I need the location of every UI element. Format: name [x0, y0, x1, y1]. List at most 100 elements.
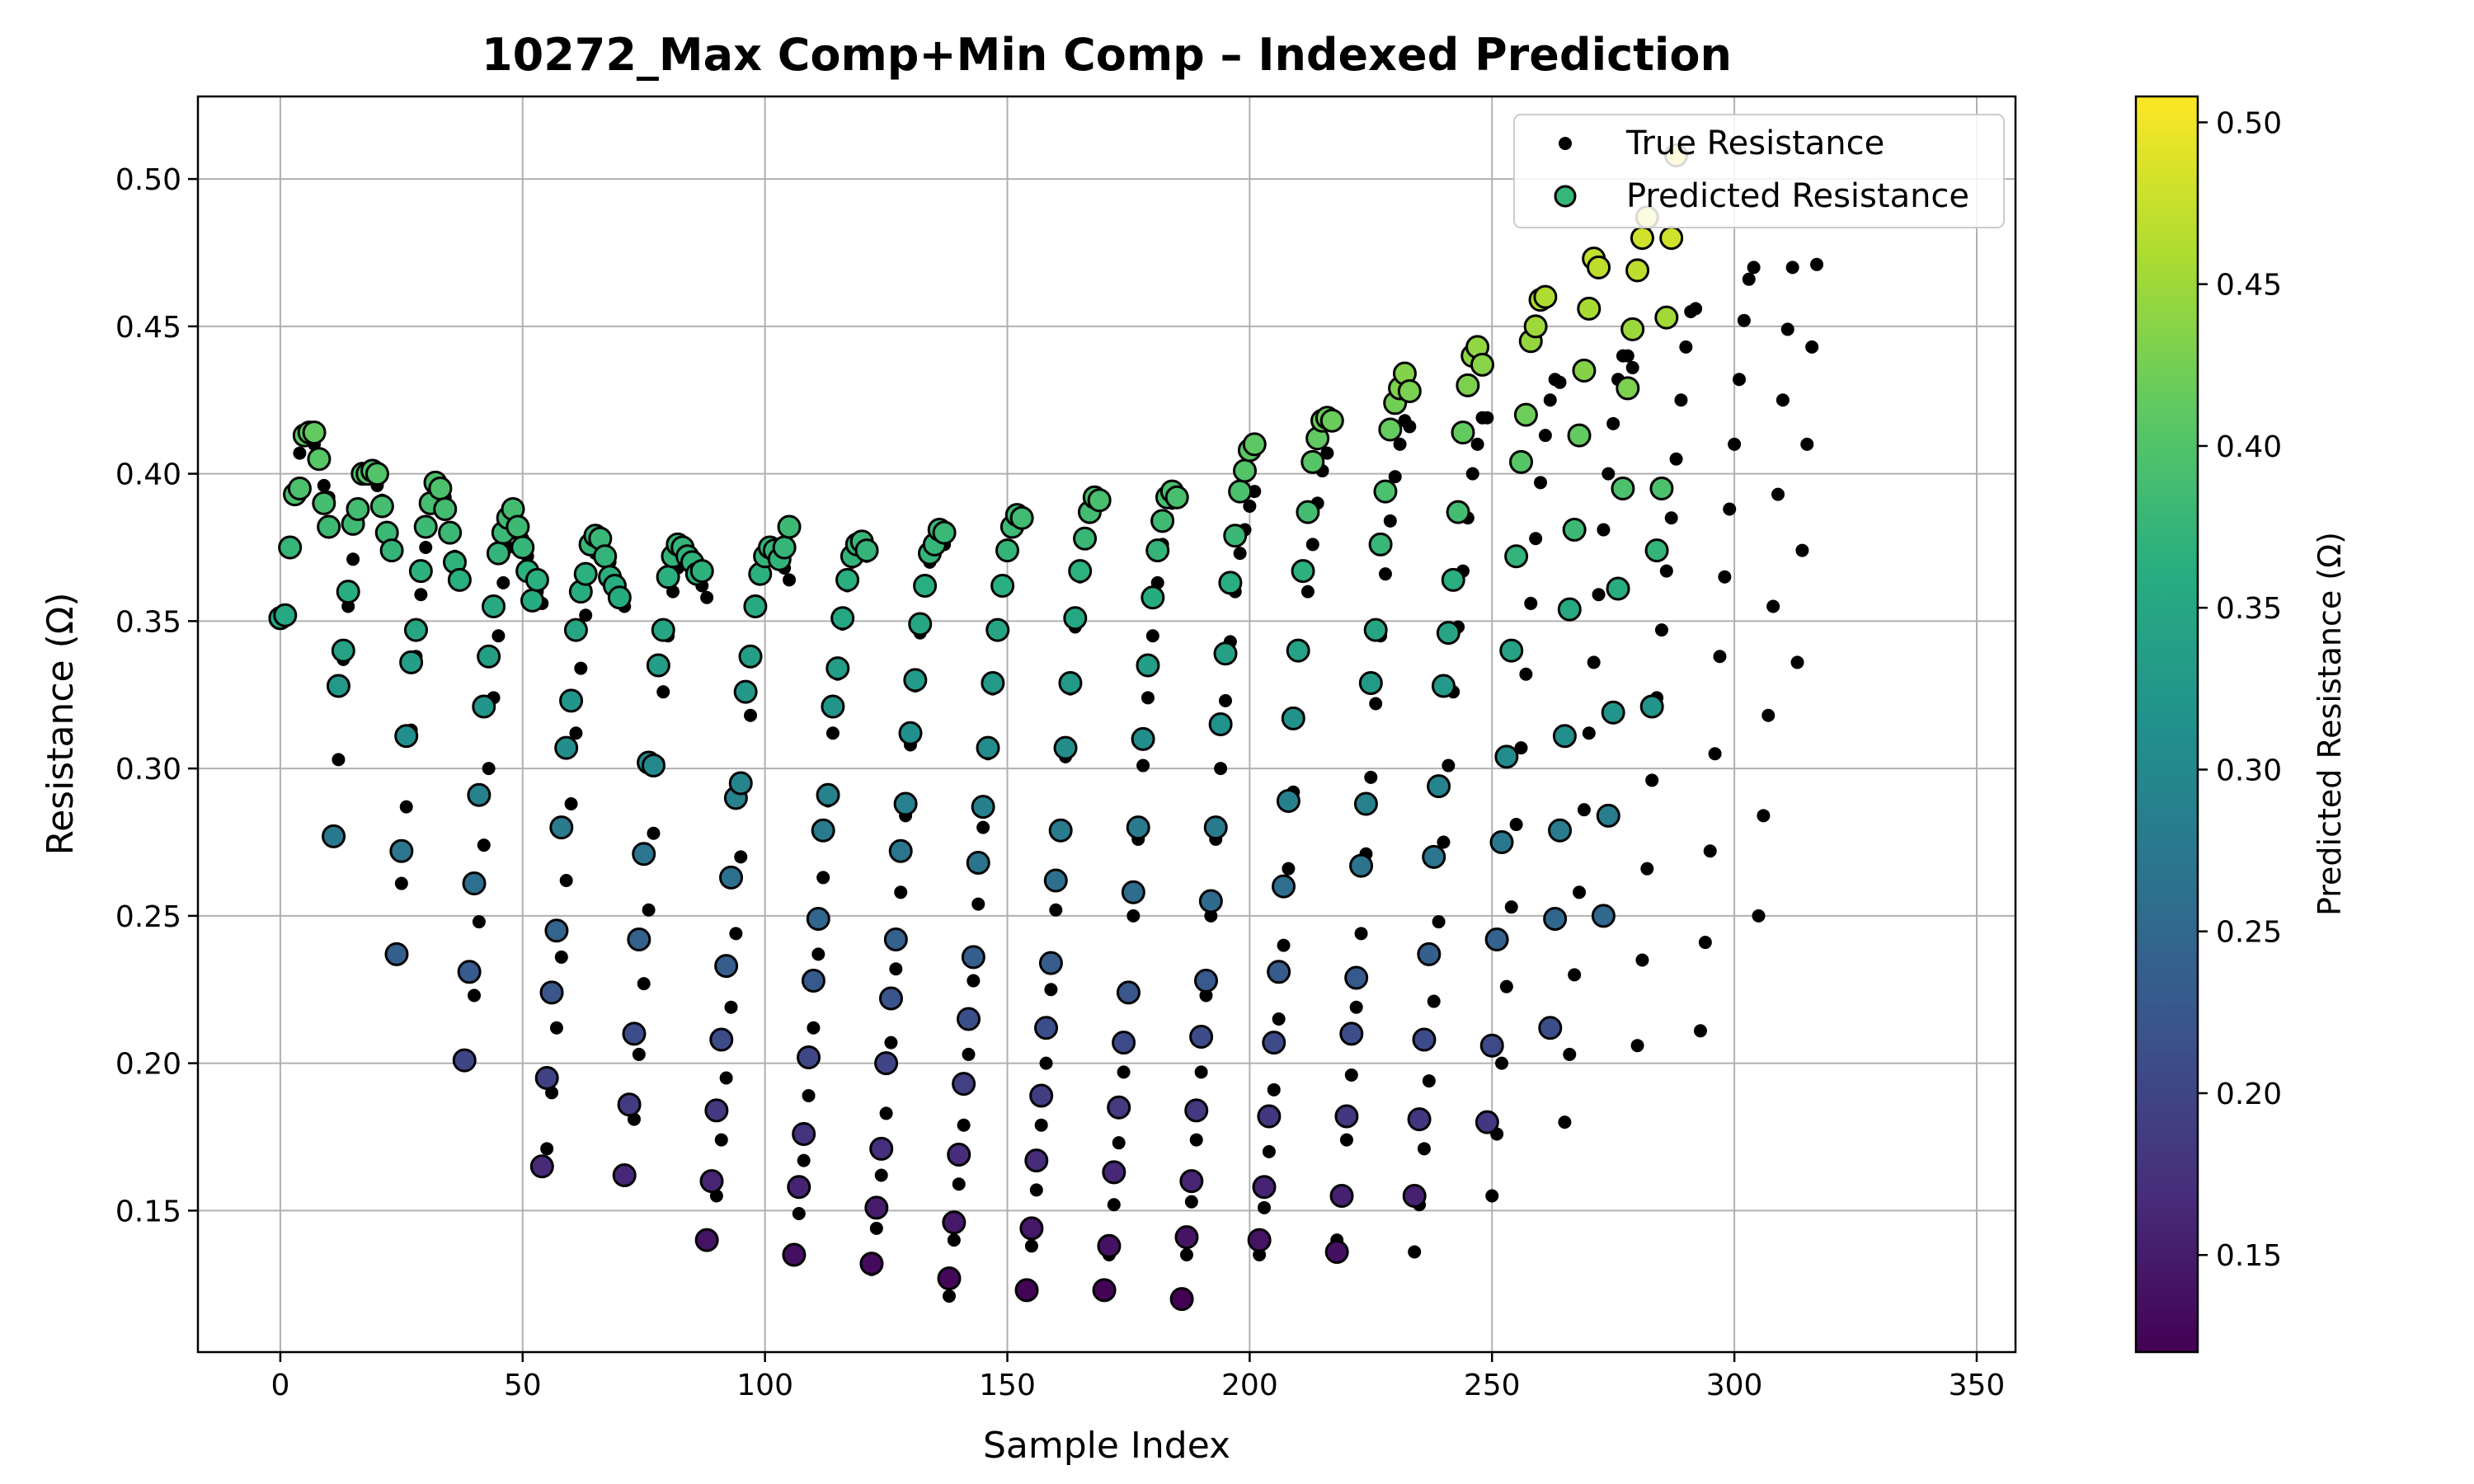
- true-resistance-point: [947, 1233, 961, 1247]
- true-resistance-point: [1761, 708, 1776, 722]
- true-resistance-point: [729, 927, 743, 941]
- predicted-resistance-point: [563, 618, 588, 642]
- predicted-resistance-point: [447, 567, 472, 592]
- predicted-resistance-point: [612, 1162, 637, 1187]
- predicted-resistance-point: [772, 535, 797, 560]
- predicted-resistance-point: [1587, 255, 1611, 279]
- predicted-resistance-point: [1242, 432, 1267, 457]
- predicted-resistance-point: [1131, 726, 1155, 751]
- true-resistance-point: [1320, 446, 1334, 460]
- true-resistance-point: [1383, 514, 1397, 528]
- predicted-resistance-point: [369, 494, 394, 519]
- predicted-resistance-point: [399, 650, 424, 674]
- true-resistance-point: [1723, 502, 1737, 516]
- predicted-resistance-point: [433, 497, 458, 522]
- predicted-resistance-point: [1368, 532, 1393, 556]
- true-resistance-point: [1752, 909, 1766, 923]
- true-resistance-point: [1718, 570, 1732, 584]
- predicted-resistance-point: [1543, 906, 1568, 931]
- predicted-resistance-point: [806, 906, 830, 931]
- predicted-resistance-point: [864, 1195, 889, 1220]
- true-resistance-point: [1553, 375, 1567, 389]
- true-resistance-point: [816, 871, 830, 885]
- predicted-resistance-point: [1548, 818, 1573, 843]
- y-tick-label: 0.45: [115, 311, 181, 345]
- predicted-resistance-point: [966, 851, 990, 876]
- true-resistance-point: [1354, 927, 1368, 941]
- predicted-resistance-point: [738, 644, 763, 669]
- true-resistance-point: [1577, 803, 1591, 817]
- predicted-resistance-point: [554, 735, 579, 760]
- legend-box: [1513, 114, 2005, 228]
- predicted-resistance-point: [1267, 960, 1291, 984]
- true-resistance-points: [273, 257, 1824, 1306]
- true-resistance-point: [1519, 667, 1533, 681]
- true-resistance-point: [559, 873, 573, 887]
- true-resistance-point: [1728, 437, 1742, 451]
- predicted-resistance-point: [694, 1228, 719, 1252]
- true-resistance-point: [492, 629, 506, 643]
- true-resistance-point: [1378, 567, 1392, 581]
- predicted-resistance-point: [641, 754, 666, 778]
- predicted-resistance-point: [947, 1142, 971, 1167]
- predicted-resistance-point: [898, 721, 923, 745]
- predicted-resistance-point: [1281, 706, 1305, 730]
- predicted-resistance-point: [990, 573, 1015, 598]
- x-tick-label: 150: [979, 1369, 1036, 1402]
- predicted-resistance-point: [816, 782, 840, 807]
- predicted-resistance-point: [733, 679, 758, 704]
- predicted-resistance-point: [709, 1027, 734, 1052]
- true-resistance-point: [1534, 476, 1548, 490]
- predicted-resistance-point: [1509, 449, 1534, 474]
- colorbar-ticks: 0.15 0.20 0.25 0.30 0.35 0.40 0.45 0.50: [2198, 106, 2282, 1273]
- true-resistance-point: [1480, 411, 1494, 425]
- predicted-resistance-point: [1252, 1175, 1277, 1200]
- predicted-resistance-point: [985, 618, 1010, 642]
- plot-area-frame: [196, 95, 2017, 1354]
- predicted-resistance-point: [1112, 1031, 1136, 1055]
- predicted-resistance-point: [1431, 674, 1456, 698]
- true-resistance-point: [1403, 420, 1417, 434]
- predicted-resistance-point: [1479, 1033, 1504, 1058]
- true-resistance-point: [1422, 1074, 1436, 1088]
- true-resistance-point: [482, 762, 496, 776]
- true-resistance-point: [792, 1206, 806, 1220]
- predicted-resistance-point: [524, 567, 549, 592]
- predicted-resistance-point: [874, 1051, 899, 1076]
- predicted-resistance-point: [825, 656, 850, 681]
- predicted-resistance-point: [622, 1021, 647, 1046]
- predicted-resistance-point: [1184, 1098, 1209, 1123]
- predicted-resistance-point: [1145, 538, 1170, 563]
- predicted-resistance-point: [1179, 1169, 1204, 1194]
- true-resistance-point: [647, 826, 661, 840]
- true-resistance-point: [1785, 261, 1799, 275]
- true-resistance-point: [884, 1036, 898, 1050]
- true-resistance-point: [1194, 1065, 1208, 1079]
- true-resistance-point: [554, 950, 568, 964]
- true-resistance-point: [1107, 1198, 1121, 1212]
- predicted-resistance-point: [1606, 576, 1630, 601]
- true-resistance-point: [1630, 1039, 1644, 1053]
- true-resistance-point: [889, 962, 903, 976]
- predicted-resistance-point: [627, 927, 651, 951]
- true-resistance-point: [1679, 340, 1693, 354]
- true-resistance-point: [1587, 655, 1601, 669]
- true-resistance-point: [399, 800, 413, 814]
- predicted-resistance-point: [937, 1266, 962, 1291]
- true-resistance-point: [1810, 257, 1824, 271]
- true-resistance-point: [1218, 693, 1232, 707]
- true-resistance-point: [1654, 623, 1668, 637]
- predicted-resistance-point: [331, 638, 355, 663]
- true-resistance-point: [1243, 499, 1257, 513]
- predicted-resistance-point: [1053, 735, 1078, 760]
- true-resistance-point: [1349, 1000, 1363, 1014]
- predicted-resistance-point: [1417, 942, 1442, 966]
- predicted-resistance-point: [1562, 518, 1587, 542]
- true-resistance-point: [1272, 1012, 1286, 1026]
- predicted-resistance-point: [1334, 1104, 1359, 1129]
- x-axis-label: Sample Index: [983, 1425, 1230, 1467]
- predicted-resistance-point: [1451, 420, 1475, 445]
- predicted-resistance-point: [1649, 476, 1674, 500]
- true-resistance-point: [962, 1047, 976, 1061]
- true-resistance-point: [1214, 762, 1228, 776]
